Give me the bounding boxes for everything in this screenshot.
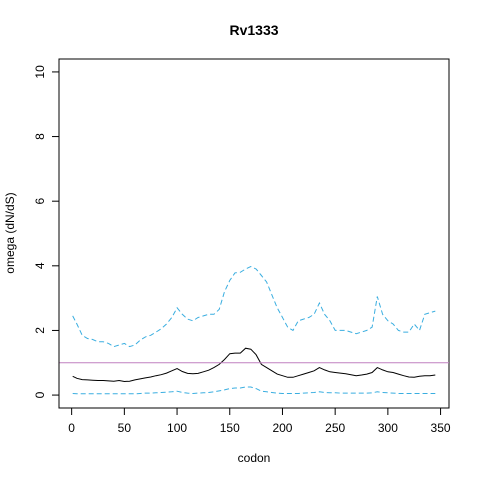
series-group	[59, 265, 449, 395]
x-tick-label: 100	[167, 421, 187, 435]
y-tick-label: 0	[33, 391, 47, 398]
y-axis-label: omega (dN/dS)	[3, 192, 17, 273]
y-tick-label: 4	[33, 262, 47, 269]
series-line-estimate	[72, 347, 436, 383]
x-axis-label: codon	[238, 451, 271, 465]
plot-frame	[58, 58, 450, 409]
x-tick-label: 250	[325, 421, 345, 435]
x-tick-label: 50	[118, 421, 132, 435]
y-axis: 0 2 4 6 8 10	[33, 65, 60, 398]
x-axis: 0 50 100 150 200 250 300 350	[68, 407, 451, 435]
y-tick-label: 2	[33, 327, 47, 334]
x-tick-label: 350	[431, 421, 451, 435]
x-tick-label: 150	[220, 421, 240, 435]
x-tick-label: 200	[272, 421, 292, 435]
series-line-lower	[72, 386, 436, 395]
y-tick-label: 10	[33, 65, 47, 79]
x-tick-label: 300	[378, 421, 398, 435]
chart-title: Rv1333	[229, 22, 278, 38]
y-tick-label: 6	[33, 198, 47, 205]
series-line-upper	[72, 265, 436, 348]
y-tick-label: 8	[33, 133, 47, 140]
x-tick-label: 0	[68, 421, 75, 435]
